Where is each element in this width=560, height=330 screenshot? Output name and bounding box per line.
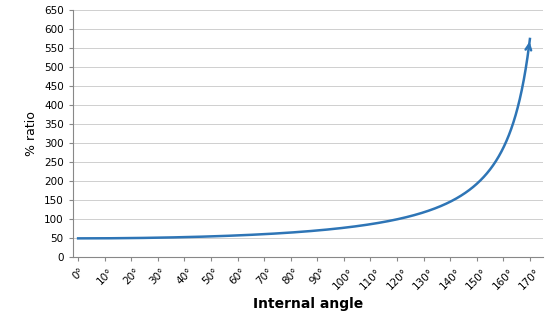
Y-axis label: % ratio: % ratio [25, 111, 39, 156]
X-axis label: Internal angle: Internal angle [253, 297, 363, 311]
